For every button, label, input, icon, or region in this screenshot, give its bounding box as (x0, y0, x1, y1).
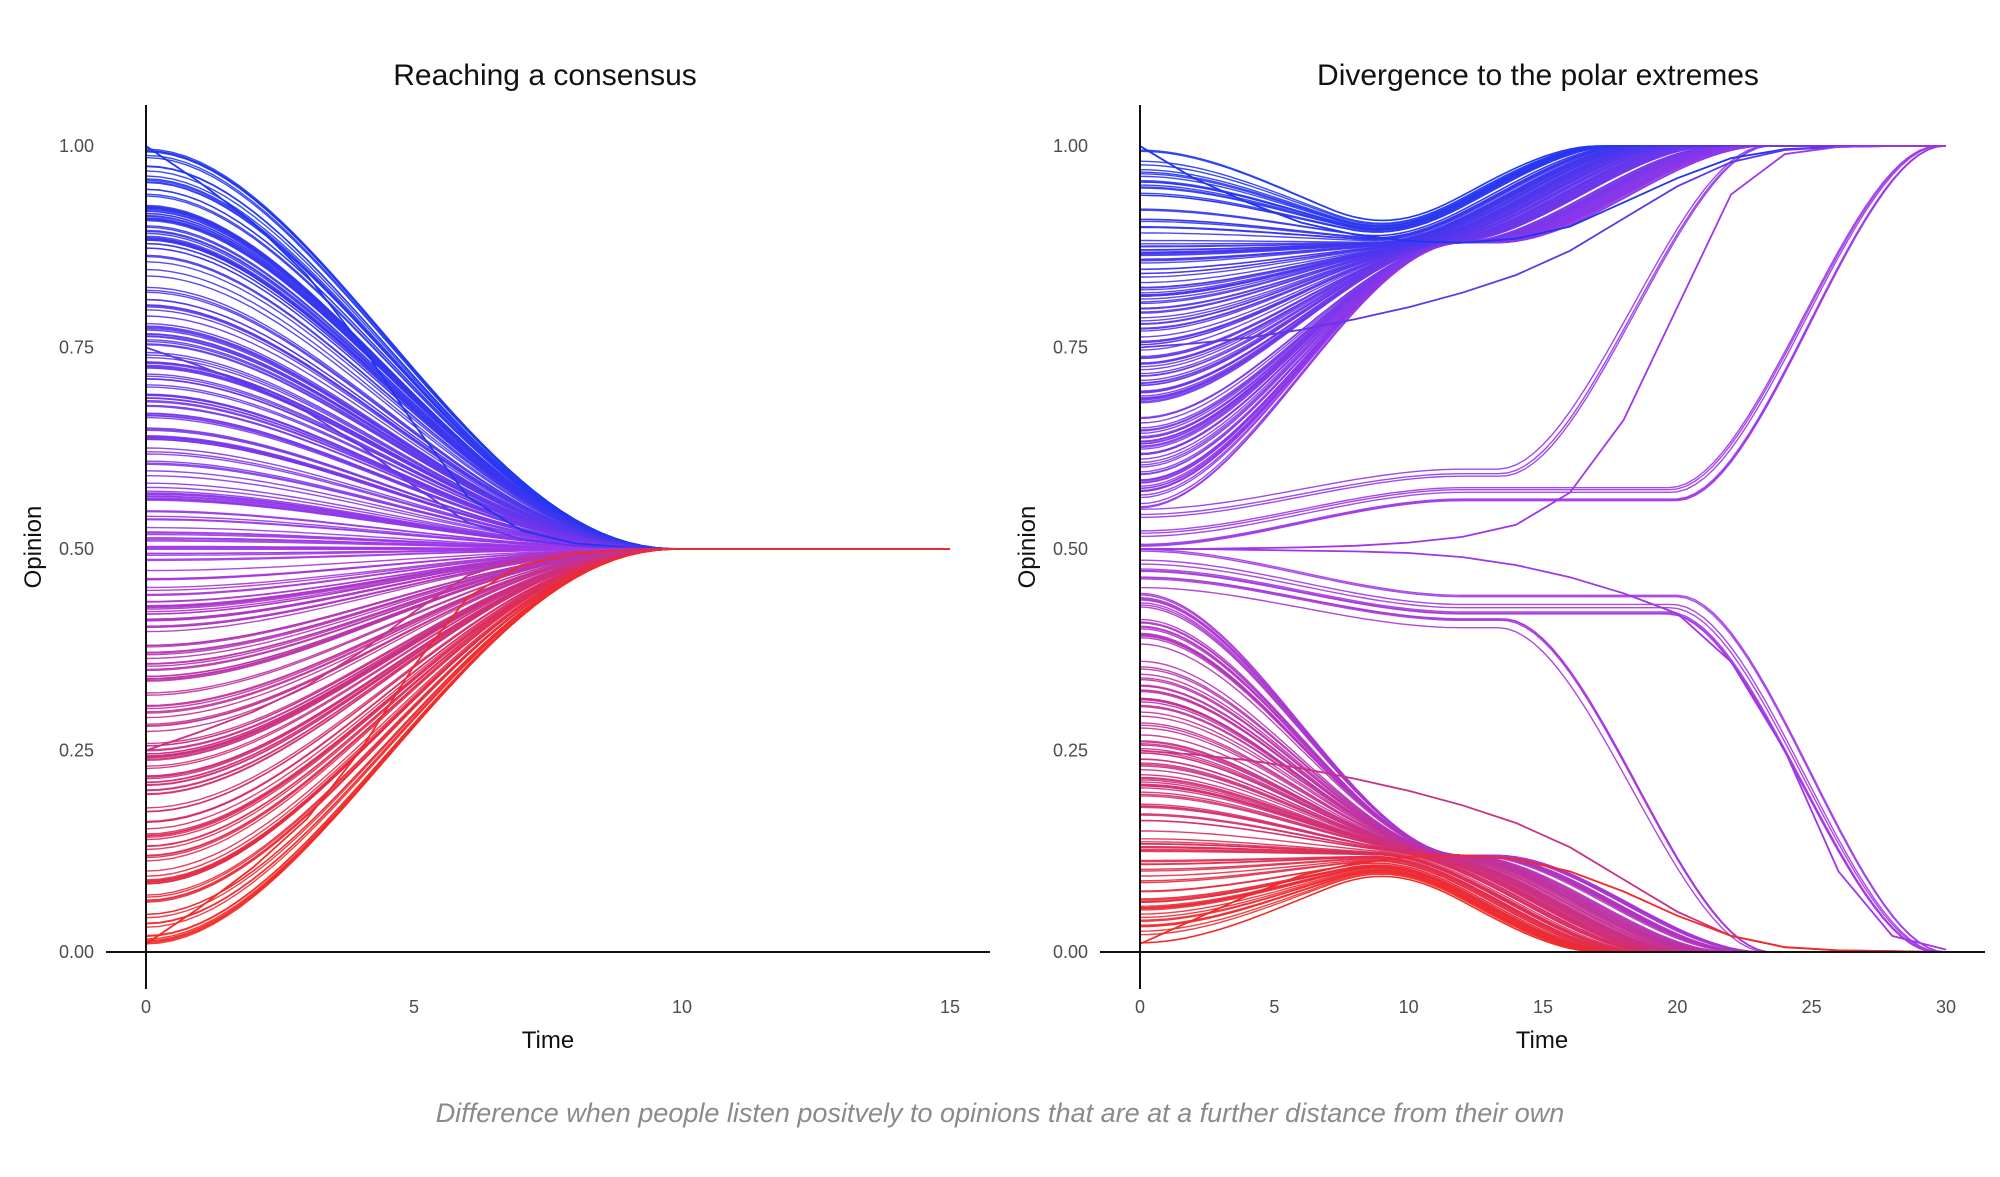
opinion-trajectory (1139, 548, 1947, 953)
y-tick-label: 0.50 (59, 539, 94, 559)
series-line (1139, 145, 1946, 349)
y-tick-label: 0.50 (1053, 539, 1088, 559)
x-tick-label: 10 (1399, 997, 1419, 1017)
opinion-trajectory (145, 156, 950, 550)
y-axis-ticks: 0.00 0.25 0.50 0.75 1.00 (1053, 136, 1088, 962)
x-tick-label: 15 (940, 997, 960, 1017)
y-tick-label: 0.25 (59, 741, 94, 761)
x-tick-label: 25 (1802, 997, 1822, 1017)
x-axis-ticks: 0 5 10 15 20 25 30 (1135, 997, 1956, 1017)
opinion-trajectory (1139, 145, 1947, 538)
series-lines (145, 145, 950, 945)
opinion-trajectory (145, 188, 950, 550)
figure-caption: Difference when people listen positvely … (435, 1098, 1565, 1128)
series-line (145, 548, 950, 945)
opinion-trajectory (1139, 145, 1946, 455)
chart-title: Reaching a consensus (393, 59, 697, 92)
x-tick-label: 5 (409, 997, 419, 1017)
opinion-trajectory (1139, 145, 1946, 532)
x-axis-ticks: 0 5 10 15 (141, 997, 960, 1017)
y-axis-title: Opinion (20, 506, 47, 589)
opinion-trajectory (1139, 550, 1947, 953)
opinion-trajectory (1139, 145, 1947, 546)
opinion-trajectory (145, 188, 950, 550)
x-tick-label: 5 (1269, 997, 1279, 1017)
y-axis-title: Opinion (1014, 506, 1041, 589)
y-tick-label: 1.00 (59, 136, 94, 156)
x-tick-label: 30 (1936, 997, 1956, 1017)
y-tick-label: 0.75 (59, 338, 94, 358)
opinion-trajectory (1140, 570, 1946, 953)
series-line (1140, 145, 1946, 550)
opinion-trajectory (145, 165, 950, 550)
x-tick-label: 0 (1135, 997, 1145, 1017)
y-tick-label: 0.00 (59, 942, 94, 962)
y-tick-label: 0.75 (1053, 338, 1088, 358)
x-tick-label: 15 (1533, 997, 1553, 1017)
chart-title: Divergence to the polar extremes (1317, 59, 1759, 92)
opinion-trajectory (1139, 559, 1947, 953)
y-tick-label: 0.25 (1053, 741, 1088, 761)
series-lines (1139, 145, 1947, 953)
x-tick-label: 20 (1667, 997, 1687, 1017)
y-axis-ticks: 0.00 0.25 0.50 0.75 1.00 (59, 136, 94, 962)
x-tick-label: 10 (672, 997, 692, 1017)
opinion-trajectory (1139, 568, 1946, 953)
series-line (145, 145, 950, 550)
x-axis-title: Time (522, 1027, 574, 1054)
chart-panel-divergence: Divergence to the polar extremes 0.00 0.2… (1014, 59, 1985, 1054)
opinion-trajectory (1139, 145, 1946, 534)
opinion-trajectory (145, 548, 950, 928)
y-tick-label: 0.00 (1053, 942, 1088, 962)
series-line (1139, 854, 1947, 953)
x-tick-label: 0 (141, 997, 151, 1017)
y-tick-label: 1.00 (1053, 136, 1088, 156)
x-axis-title: Time (1516, 1027, 1568, 1054)
opinion-trajectory (1139, 563, 1947, 953)
series-line (1140, 548, 1947, 951)
chart-panel-consensus: Reaching a consensus 0.00 0.25 0.50 0.75 1.0… (20, 59, 990, 1054)
